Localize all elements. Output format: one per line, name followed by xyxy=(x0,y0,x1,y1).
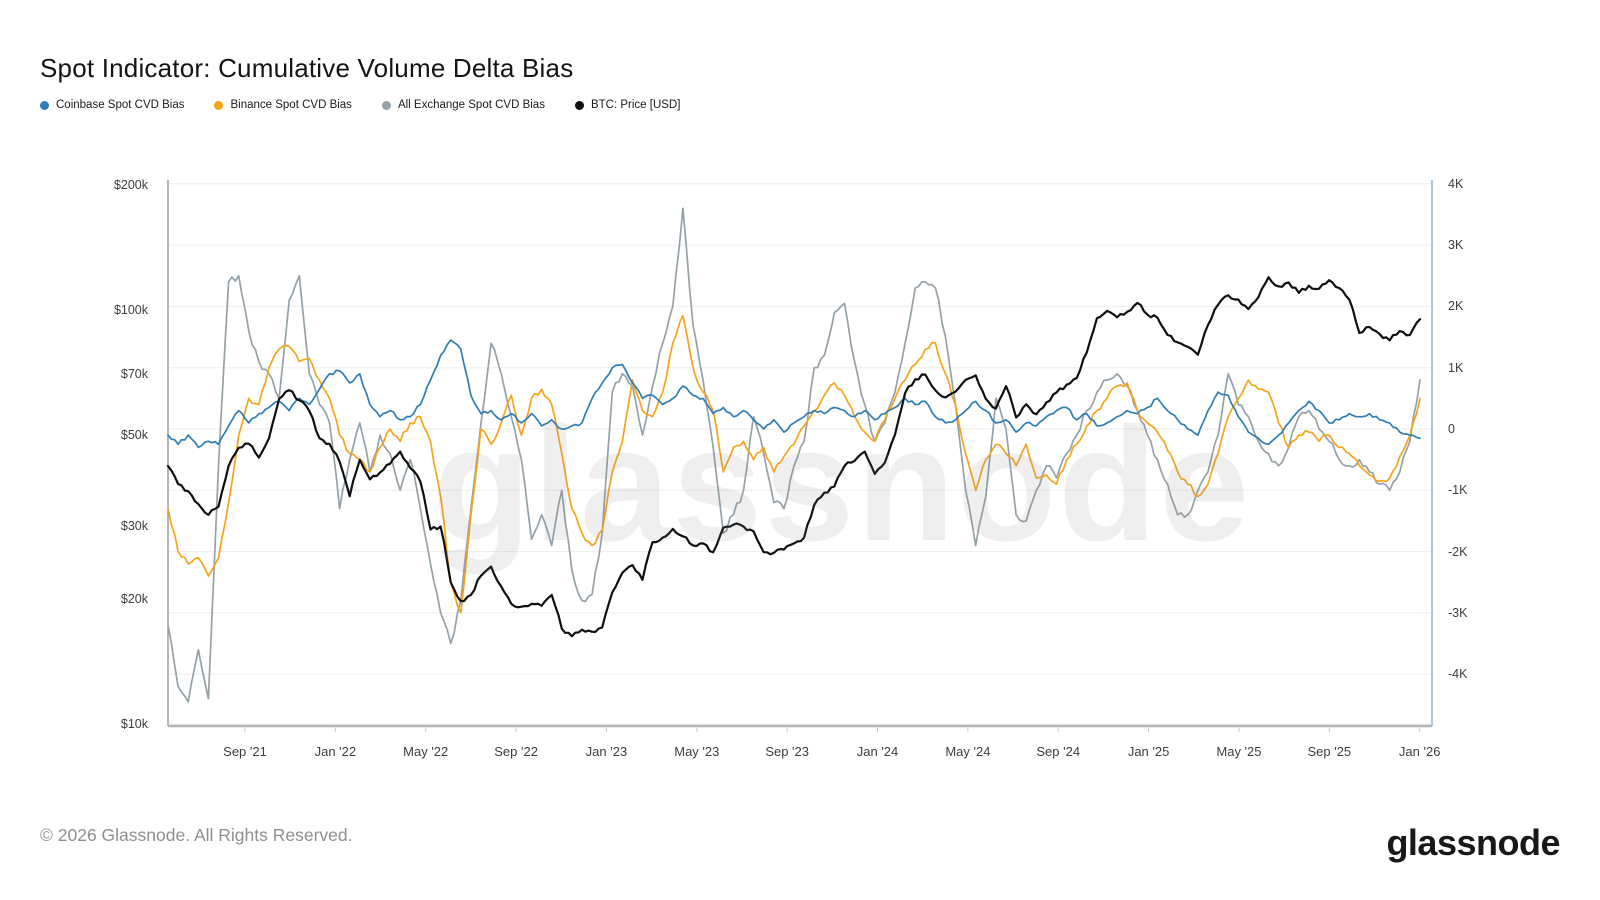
y-right-tick-label: -3K xyxy=(1448,605,1468,620)
y-left-tick-label: $50k xyxy=(120,427,148,442)
legend-label: All Exchange Spot CVD Bias xyxy=(397,99,545,111)
y-left-tick-label: $200k xyxy=(113,178,148,193)
x-tick-label: Jan '25 xyxy=(1127,744,1170,759)
series-line-binance xyxy=(167,314,1421,614)
y-left-tick-label: $30k xyxy=(120,519,148,534)
y-right-tick-label: 2K xyxy=(1448,299,1464,314)
y-right-tick-label: 3K xyxy=(1448,238,1464,253)
legend-item-coinbase[interactable]: Coinbase Spot CVD Bias xyxy=(40,99,184,111)
y-left-tick-label: $20k xyxy=(120,592,148,607)
x-tick-label: May '24 xyxy=(945,744,991,759)
x-tick-label: Jan '26 xyxy=(1398,744,1441,759)
y-left-tick-label: $70k xyxy=(120,367,148,382)
x-tick-label: May '23 xyxy=(674,744,720,759)
y-right-tick-label: 1K xyxy=(1448,360,1464,375)
x-tick-label: Jan '22 xyxy=(314,744,357,759)
x-tick-label: Sep '23 xyxy=(765,744,809,759)
y-left-tick-label: $100k xyxy=(113,303,148,317)
y-right-tick-label: -1K xyxy=(1448,483,1468,498)
series-line-coinbase xyxy=(167,339,1421,449)
glassnode-logo: glassnode xyxy=(1386,822,1560,863)
page-title: Spot Indicator: Cumulative Volume Delta … xyxy=(40,53,574,84)
y-right-tick-label: 0 xyxy=(1448,422,1455,436)
x-tick-label: May '25 xyxy=(1216,744,1262,759)
legend-label: Binance Spot CVD Bias xyxy=(230,99,352,111)
legend: Coinbase Spot CVD Bias Binance Spot CVD B… xyxy=(40,99,680,111)
y-left-tick-label: $10k xyxy=(120,717,148,731)
legend-dot-all-exchange xyxy=(381,100,391,110)
x-tick-label: Sep '24 xyxy=(1036,744,1081,759)
legend-label: Coinbase Spot CVD Bias xyxy=(56,99,185,111)
x-tick-label: May '22 xyxy=(403,744,449,759)
legend-item-binance[interactable]: Binance Spot CVD Bias xyxy=(214,99,352,111)
x-tick-label: Sep '25 xyxy=(1307,744,1352,759)
legend-label: BTC: Price [USD] xyxy=(590,99,681,111)
y-right-tick-label: -2K xyxy=(1448,544,1468,559)
legend-item-btc-price[interactable]: BTC: Price [USD] xyxy=(574,99,681,111)
legend-dot-btc-price xyxy=(574,100,584,110)
x-tick-label: Jan '23 xyxy=(585,744,628,759)
copyright-text: © 2026 Glassnode. All Rights Reserved. xyxy=(40,825,353,845)
legend-dot-coinbase xyxy=(40,100,49,110)
series-line-btc-price xyxy=(166,276,1422,638)
series-line-all-exchange xyxy=(167,207,1421,703)
y-right-tick-label: -4K xyxy=(1448,667,1468,682)
x-tick-label: Jan '24 xyxy=(856,744,899,759)
x-tick-label: Sep '22 xyxy=(494,744,538,759)
legend-dot-binance xyxy=(214,100,224,110)
x-tick-label: Sep '21 xyxy=(223,744,267,759)
legend-item-all-exchange[interactable]: All Exchange Spot CVD Bias xyxy=(381,99,545,111)
y-right-tick-label: 4K xyxy=(1448,176,1464,191)
